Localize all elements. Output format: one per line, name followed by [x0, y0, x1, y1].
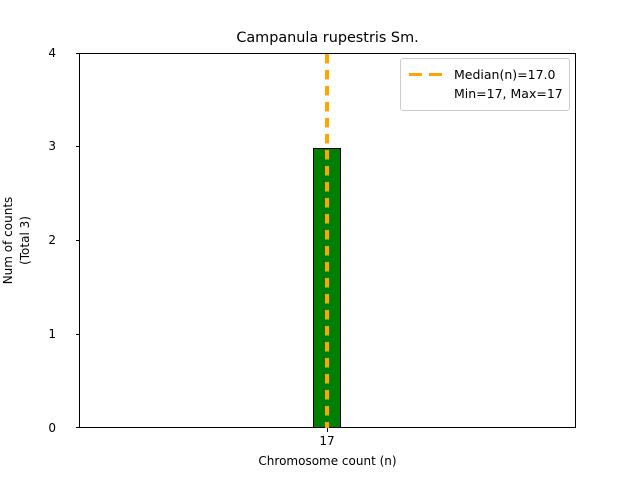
y-axis-label-line1: Num of counts: [1, 196, 15, 285]
y-tick-mark-0: [75, 427, 79, 429]
y-tick-mark-3: [75, 146, 79, 148]
y-tick-label-4: 4: [48, 45, 56, 60]
median-line: [325, 53, 329, 428]
dashed-line-icon: [409, 69, 445, 81]
x-tick-mark-17: [326, 428, 328, 432]
legend: Median(n)=17.0 Min=17, Max=17: [400, 58, 570, 111]
x-tick-label-17: 17: [319, 434, 335, 448]
x-axis-label: Chromosome count (n): [258, 454, 397, 468]
y-tick-label-2: 2: [48, 233, 56, 247]
y-axis-label-line2: (Total 3): [18, 216, 32, 265]
page-title: Campanula rupestris Sm.: [236, 30, 419, 46]
y-axis-label-container: Num of counts (Total 3): [0, 53, 40, 428]
legend-label-minmax: Min=17, Max=17: [454, 86, 563, 101]
legend-label-median: Median(n)=17.0: [454, 67, 556, 82]
y-tick-label-3: 3: [48, 139, 56, 154]
y-tick-label-0: 0: [48, 420, 56, 435]
legend-entry-minmax: Min=17, Max=17: [409, 84, 563, 103]
legend-entry-median: Median(n)=17.0: [409, 65, 561, 84]
y-tick-label-1: 1: [48, 326, 56, 341]
y-tick-mark-1: [75, 333, 79, 335]
y-tick-mark-2: [75, 240, 79, 242]
y-axis-label: Num of counts (Total 3): [0, 53, 34, 428]
y-tick-mark-4: [75, 52, 79, 54]
